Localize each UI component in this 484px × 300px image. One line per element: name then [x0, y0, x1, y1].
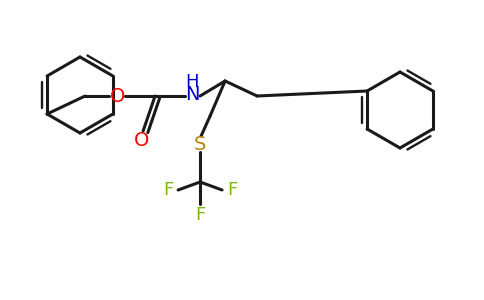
Text: O: O — [109, 86, 125, 106]
Text: N: N — [185, 85, 199, 104]
Text: O: O — [134, 130, 149, 149]
Text: F: F — [163, 181, 173, 199]
Text: S: S — [194, 134, 206, 154]
Text: F: F — [227, 181, 237, 199]
Text: F: F — [195, 206, 205, 224]
Text: H: H — [185, 73, 199, 91]
